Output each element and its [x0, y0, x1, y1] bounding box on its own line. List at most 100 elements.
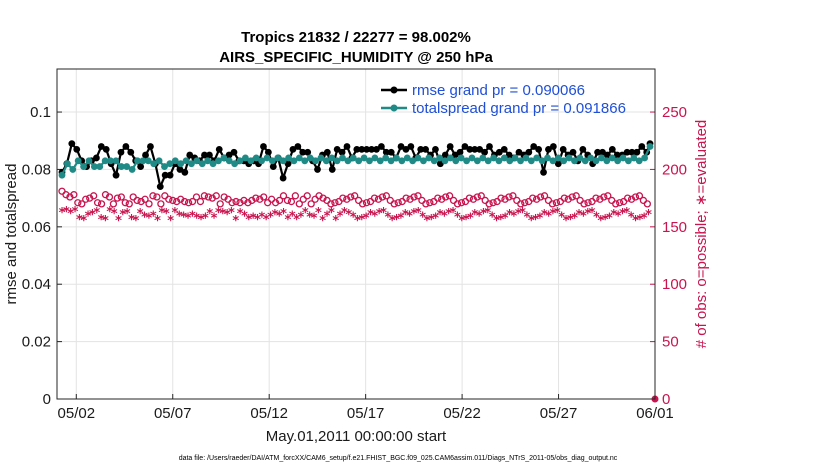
- obs-possible-point: [536, 193, 545, 201]
- totalspread-point: [409, 157, 417, 165]
- totalspread-point: [209, 160, 217, 168]
- obs-evaluated-point: *: [115, 214, 122, 229]
- totalspread-point: [247, 157, 255, 165]
- x-tick-label: 06/01: [636, 405, 674, 422]
- rmse-point: [328, 166, 336, 173]
- obs-evaluated-point: *: [167, 214, 174, 229]
- obs-possible-point: [418, 196, 426, 205]
- plot-area: ****************************************…: [58, 140, 659, 403]
- totalspread-point: [139, 157, 147, 165]
- totalspread-point: [101, 157, 109, 165]
- obs-evaluated-point: *: [571, 212, 578, 227]
- obs-evaluated-point: *: [228, 206, 235, 221]
- totalspread-point: [80, 163, 87, 170]
- obs-evaluated-point: *: [515, 207, 522, 222]
- obs-possible-point: [465, 194, 474, 202]
- y-right-tick-label: 100: [662, 276, 687, 293]
- rmse-point: [417, 145, 425, 153]
- chart-title-line1: Tropics 21832 / 22277 = 98.002%: [241, 29, 471, 46]
- obs-evaluated-point: *: [476, 209, 483, 224]
- obs-evaluated-point: *: [319, 214, 326, 229]
- totalspread-point: [166, 160, 174, 168]
- rmse-point: [377, 143, 385, 150]
- totalspread-point: [371, 154, 379, 162]
- obs-possible-point: [169, 196, 177, 205]
- rmse-point: [461, 143, 469, 150]
- obs-evaluated-point: *: [454, 210, 461, 225]
- obs-possible-point: [260, 193, 268, 201]
- obs-possible-point: [449, 196, 458, 205]
- totalspread-point: [123, 163, 131, 170]
- obs-evaluated-point: *: [623, 206, 630, 221]
- totalspread-point: [177, 160, 185, 168]
- obs-possible-point: [584, 199, 592, 207]
- totalspread-point: [155, 157, 163, 165]
- obs-evaluated-point: *: [250, 212, 257, 227]
- obs-evaluated-point: *: [298, 210, 305, 225]
- obs-evaluated-point: *: [510, 209, 517, 224]
- obs-possible-point: [477, 192, 485, 200]
- obs-evaluated-point: *: [232, 214, 239, 229]
- rmse-point: [299, 148, 307, 156]
- rmse-point: [613, 151, 621, 159]
- rmse-point: [112, 171, 120, 179]
- obs-evaluated-point: *: [176, 209, 183, 224]
- obs-evaluated-point: *: [237, 207, 244, 222]
- obs-possible-point: [426, 199, 434, 207]
- obs-possible-point: [592, 194, 600, 202]
- obs-possible-point: [402, 194, 410, 202]
- obs-evaluated-point: *: [545, 209, 552, 224]
- rmse-point: [382, 148, 390, 156]
- totalspread-point: [495, 157, 503, 165]
- rmse-point: [549, 143, 557, 150]
- totalspread-point: [560, 157, 568, 165]
- obs-possible-point: [291, 192, 300, 200]
- totalspread-point: [646, 143, 654, 150]
- obs-possible-point: [540, 192, 549, 200]
- obs-evaluated-point: *: [59, 206, 66, 221]
- rmse-point: [471, 145, 479, 153]
- obs-possible-point: [204, 193, 212, 201]
- obs-possible-point: [453, 200, 462, 208]
- obs-evaluated-point: *: [350, 210, 357, 225]
- totalspread-point: [414, 154, 422, 162]
- rmse-point: [343, 143, 351, 150]
- legend-rmse-label: rmse grand pr = 0.090066: [412, 82, 585, 99]
- rmse-point: [559, 145, 567, 153]
- obs-evaluated-point: *: [285, 213, 292, 228]
- obs-evaluated-point: *: [393, 213, 400, 228]
- obs-possible-point: [184, 199, 193, 207]
- obs-evaluated-point: *: [354, 214, 361, 229]
- rmse-point: [599, 148, 606, 156]
- obs-possible-point: [307, 200, 315, 208]
- totalspread-point: [268, 157, 276, 165]
- obs-possible-point: [228, 199, 236, 207]
- rmse-point: [230, 148, 238, 156]
- rmse-point: [515, 148, 523, 156]
- obs-possible-point: [580, 200, 588, 208]
- obs-evaluated-point: *: [154, 214, 161, 229]
- obs-evaluated-point: *: [172, 206, 179, 221]
- obs-evaluated-point: *: [263, 213, 270, 228]
- totalspread-point: [322, 157, 330, 165]
- totalspread-point: [468, 154, 476, 162]
- obs-possible-point: [109, 200, 118, 208]
- totalspread-point: [425, 154, 433, 162]
- obs-evaluated-point: *: [211, 212, 218, 227]
- rmse-point: [628, 148, 636, 156]
- rmse-point: [540, 168, 547, 176]
- obs-evaluated-point: *: [245, 213, 252, 228]
- obs-evaluated-point: *: [141, 210, 148, 225]
- obs-evaluated-point: *: [589, 206, 596, 221]
- x-tick-label: 05/07: [154, 405, 192, 422]
- obs-evaluated-point: *: [384, 210, 391, 225]
- x-axis: 05/02 05/07 05/12 05/17 05/22 05/27 06/01: [58, 394, 674, 422]
- obs-possible-point: [121, 199, 129, 207]
- totalspread-point: [128, 166, 136, 173]
- totalspread-point: [522, 154, 530, 162]
- obs-evaluated-point: *: [102, 214, 109, 229]
- totalspread-point: [112, 157, 120, 165]
- totalspread-point: [96, 163, 104, 170]
- rmse-point: [554, 160, 562, 168]
- rmse-point: [525, 148, 533, 156]
